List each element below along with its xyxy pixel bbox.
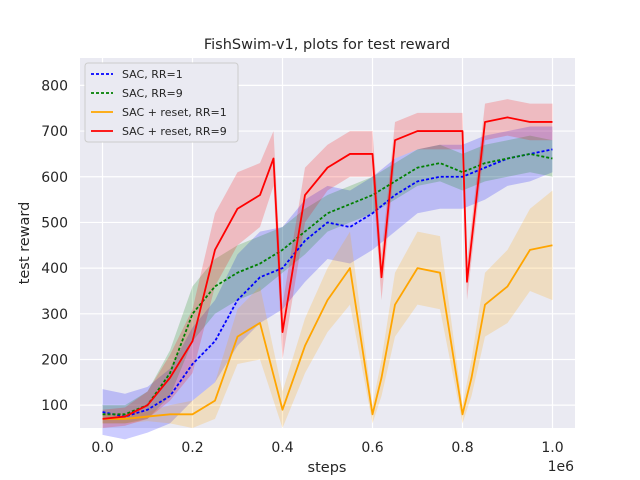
x-axis-offset-label: 1e6 (548, 459, 575, 475)
x-tick-label: 0.6 (361, 440, 383, 456)
legend-label-sac-reset-rr-1: SAC + reset, RR=1 (122, 106, 227, 119)
y-tick-label: 200 (41, 352, 68, 368)
series-lines (102, 116, 553, 420)
y-tick-label: 300 (41, 307, 68, 323)
y-tick-label: 600 (41, 170, 68, 186)
y-tick-label: 100 (41, 398, 68, 414)
legend: SAC, RR=1 SAC, RR=9 SAC + reset, RR=1 SAC +… (84, 62, 239, 143)
confidence-bands (102, 99, 553, 440)
y-tick-label: 700 (41, 124, 68, 140)
x-tick-label: 0.4 (271, 440, 293, 456)
line-sac-reset-rr-9 (102, 116, 553, 420)
band-sac-rr-1 (102, 126, 553, 440)
y-tick-label: 400 (41, 261, 68, 277)
line-sac-rr-1 (102, 148, 553, 418)
x-tick-label: 0.0 (91, 440, 113, 456)
x-tick-label: 0.2 (181, 440, 203, 456)
x-tick-label: 0.8 (451, 440, 473, 456)
line-sac-reset-rr-1 (102, 244, 553, 420)
band-sac-rr-9 (102, 135, 553, 424)
y-tick-label: 800 (41, 78, 68, 94)
chart-title: FishSwim-v1, plots for test reward (204, 37, 450, 53)
line-sac-rr-9 (102, 153, 553, 416)
legend-label-sac-rr-9: SAC, RR=9 (122, 87, 183, 100)
y-axis-label: test reward (17, 202, 33, 285)
y-axis-ticks: 100 200 300 400 500 600 700 800 (41, 78, 68, 414)
legend-label-sac-reset-rr-9: SAC + reset, RR=9 (122, 125, 227, 138)
legend-label-sac-rr-1: SAC, RR=1 (122, 68, 183, 81)
x-tick-label: 1.0 (541, 440, 563, 456)
x-axis-label: steps (308, 460, 347, 476)
legend-box (84, 62, 239, 143)
y-tick-label: 500 (41, 215, 68, 231)
band-sac-reset-rr-1 (102, 190, 553, 428)
x-axis-ticks: 0.0 0.2 0.4 0.6 0.8 1.0 (91, 440, 563, 456)
band-sac-reset-rr-9 (102, 99, 553, 428)
